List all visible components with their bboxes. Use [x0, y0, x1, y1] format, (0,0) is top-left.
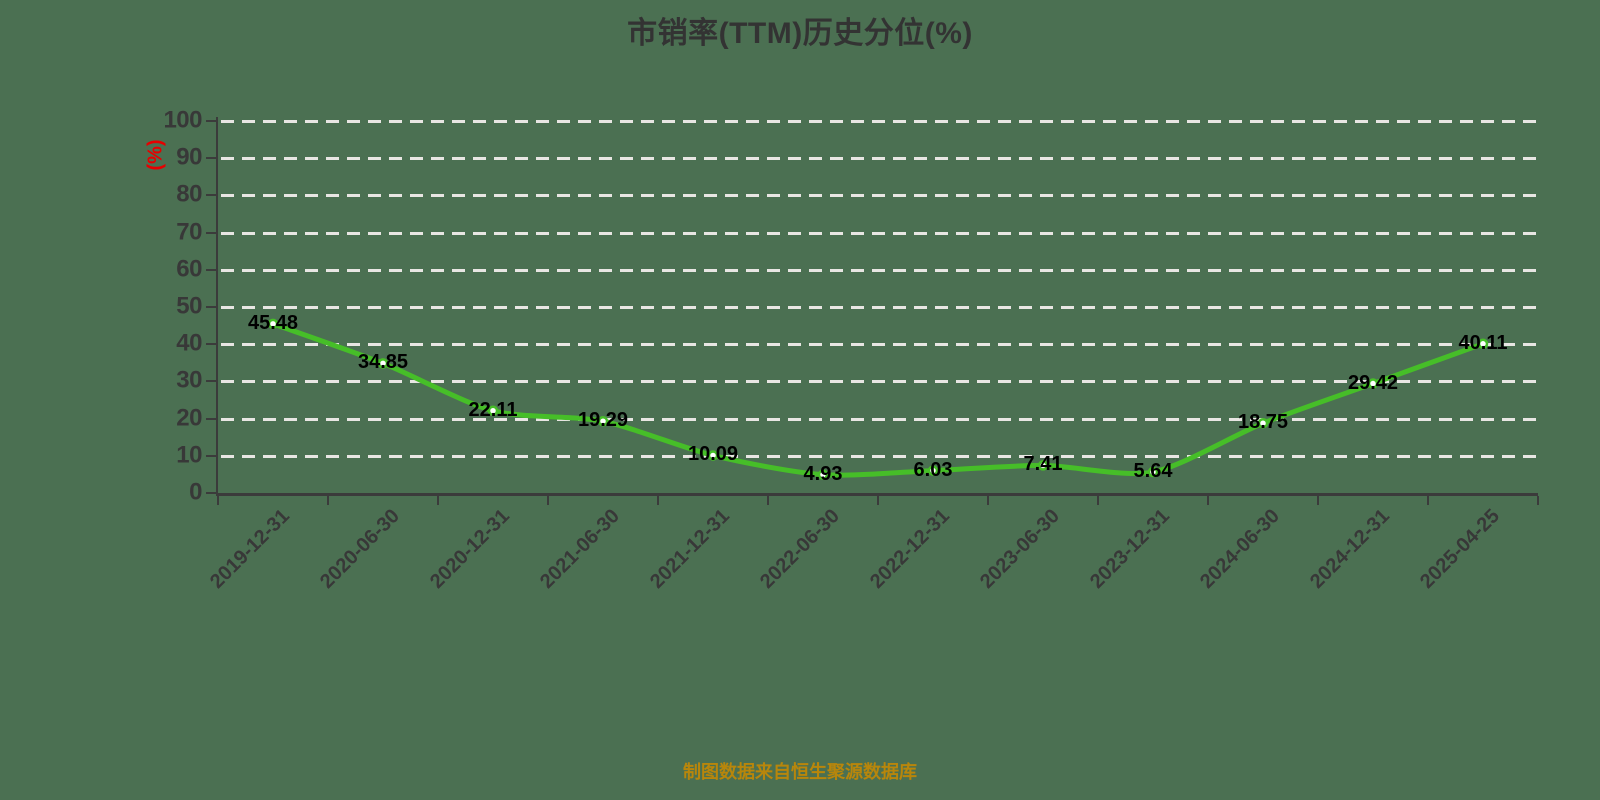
data-point-marker — [1477, 338, 1489, 350]
data-point-marker — [597, 415, 609, 427]
data-point-marker — [817, 469, 829, 480]
gridline — [221, 343, 1538, 347]
x-axis-tick — [1317, 496, 1319, 505]
x-axis-tick — [1207, 496, 1209, 505]
y-axis-tick — [206, 120, 216, 122]
data-point-marker — [1367, 378, 1379, 389]
y-axis-label: 70 — [176, 218, 202, 246]
data-point-label: 34.85 — [357, 351, 409, 374]
y-axis-tick — [206, 194, 216, 197]
gridline — [221, 157, 1538, 161]
x-axis-tick — [767, 496, 769, 505]
x-axis-tick — [547, 496, 549, 505]
data-point-marker — [487, 405, 499, 417]
data-point-marker — [377, 358, 389, 369]
y-axis-line — [216, 117, 218, 496]
y-axis-tick — [206, 492, 216, 494]
data-point-label: 22.11 — [468, 398, 518, 421]
x-axis-tick — [327, 496, 329, 505]
gridline — [221, 194, 1538, 198]
y-axis-label: 80 — [176, 180, 202, 208]
y-axis-label: 60 — [176, 255, 202, 283]
data-point-label: 7.41 — [1023, 453, 1063, 476]
data-point-label: 19.29 — [577, 409, 629, 432]
data-point-label: 40.11 — [1458, 331, 1508, 354]
x-axis-tick — [1097, 496, 1099, 505]
x-axis-tick — [1427, 496, 1429, 505]
data-point-label: 10.09 — [687, 443, 739, 466]
data-point-marker — [927, 465, 939, 476]
y-axis-label: 0 — [189, 478, 202, 506]
data-point-label: 4.93 — [803, 462, 843, 485]
data-point-label: 5.64 — [1133, 460, 1173, 483]
gridline — [221, 268, 1538, 272]
gridline — [221, 306, 1538, 309]
y-axis-tick — [206, 231, 216, 234]
data-point-marker — [707, 450, 719, 461]
data-point-marker — [267, 318, 279, 330]
y-axis-label: 40 — [176, 329, 202, 357]
x-axis-tick — [217, 496, 219, 505]
x-axis-tick — [877, 496, 879, 505]
data-point-label: 18.75 — [1237, 411, 1289, 434]
data-point-marker — [1257, 418, 1269, 429]
x-axis-line — [216, 493, 1538, 496]
y-axis-label: 90 — [176, 143, 202, 171]
data-point-label: 45.48 — [247, 311, 299, 334]
data-source-note: 制图数据来自恒生聚源数据库 — [683, 762, 917, 782]
y-axis-tick — [206, 343, 216, 346]
y-axis-tick — [206, 157, 216, 160]
x-axis-tick — [657, 496, 659, 505]
gridline — [221, 417, 1538, 421]
x-axis-tick — [1537, 496, 1539, 505]
chart-title: 市销率(TTM)历史分位(%) — [627, 17, 973, 50]
gridline — [221, 454, 1538, 458]
data-point-marker — [1037, 460, 1049, 471]
series-line — [270, 321, 1486, 478]
x-axis-tick — [987, 496, 989, 505]
gridline — [221, 231, 1538, 235]
y-axis-tick — [206, 306, 216, 308]
y-axis-tick — [206, 454, 216, 457]
x-axis-tick — [437, 496, 439, 505]
data-point-label: 6.03 — [913, 458, 953, 481]
data-point-marker — [1147, 466, 1159, 478]
y-axis-tick — [206, 268, 216, 271]
gridline — [221, 380, 1538, 384]
y-axis-label: 100 — [163, 106, 202, 134]
data-point-label: 29.42 — [1347, 371, 1399, 394]
gridline — [221, 120, 1538, 123]
y-axis-tick — [206, 417, 216, 420]
y-axis-label: 30 — [176, 366, 202, 394]
y-axis-label: 20 — [176, 404, 202, 432]
y-axis-label: 10 — [176, 441, 202, 469]
y-axis-label: 50 — [176, 292, 202, 320]
y-axis-tick — [206, 380, 216, 383]
